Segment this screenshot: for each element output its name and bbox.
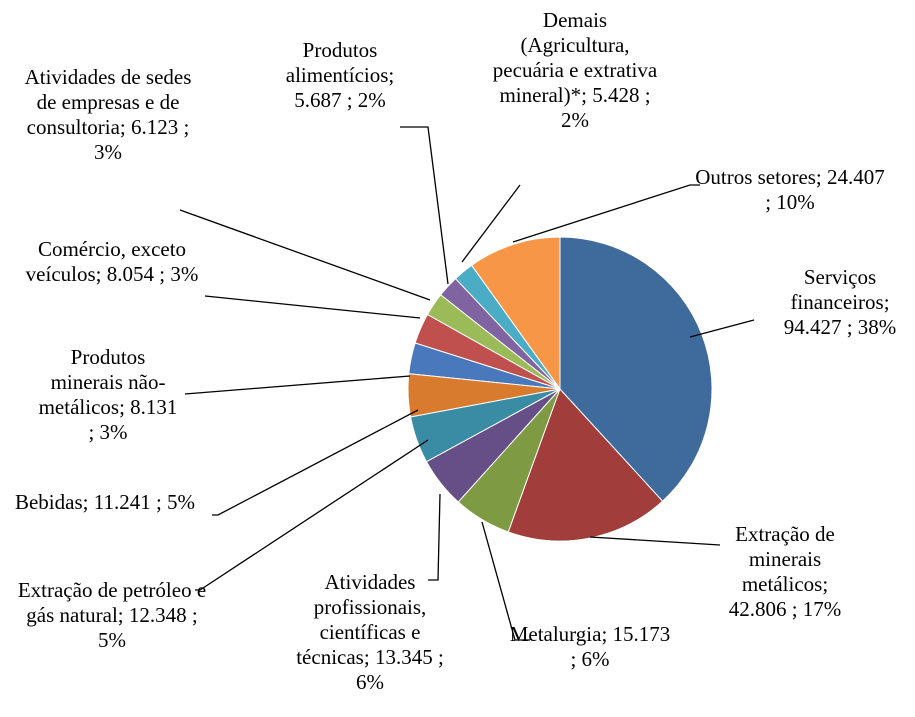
data-label: Extração de petróleo e gás natural; 12.3…	[17, 578, 207, 653]
value-label: 5.428 ; 2%	[561, 83, 651, 132]
category-label: Serviços financeiros;	[790, 265, 890, 314]
leader-line	[461, 184, 521, 263]
data-label: Atividades profissionais, científicas e …	[295, 570, 445, 695]
leader-line	[179, 209, 431, 301]
value-label: 94.427 ; 38%	[783, 315, 897, 339]
category-label: Metalurgia;	[509, 622, 608, 646]
data-label: Atividades de sedes de empresas e de con…	[23, 65, 193, 165]
category-label: Produtos alimentícios;	[285, 38, 395, 87]
value-label: 42.806 ; 17%	[728, 597, 842, 621]
value-label: 8.131 ; 3%	[88, 395, 178, 444]
value-label: 24.407 ; 10%	[765, 165, 885, 214]
leader-lines	[179, 126, 755, 641]
category-label: Demais (Agricultura, pecuária e extrativ…	[492, 8, 658, 107]
data-label: Outros setores; 24.407 ; 10%	[690, 165, 890, 215]
pie-slice	[507, 388, 664, 542]
value-label: 13.345 ; 6%	[356, 645, 444, 694]
value-label: 11.241 ; 5%	[93, 490, 196, 514]
category-label: Extração de petróleo e gás natural;	[17, 578, 207, 627]
data-label: Metalurgia; 15.173 ; 6%	[505, 622, 675, 672]
value-label: 5.687 ; 2%	[294, 88, 386, 112]
data-label: Bebidas; 11.241 ; 5%	[10, 490, 200, 515]
data-label: Produtos alimentícios; 5.687 ; 2%	[265, 38, 415, 113]
category-label: Produtos minerais não-metálicos;	[38, 345, 166, 419]
category-label: Comércio, exceto veículos;	[25, 237, 187, 286]
leader-line	[212, 409, 419, 516]
category-label: Atividades de sedes de empresas e de con…	[24, 65, 192, 139]
data-label: Produtos minerais não-metálicos; 8.131 ;…	[38, 345, 178, 445]
leader-line	[589, 536, 721, 546]
data-label: Extração de minerais metálicos; 42.806 ;…	[715, 522, 855, 622]
value-label: 15.173 ; 6%	[570, 622, 671, 671]
data-label: Serviços financeiros; 94.427 ; 38%	[765, 265, 915, 340]
leader-line	[689, 319, 755, 338]
leader-line	[195, 439, 429, 591]
data-label: Demais (Agricultura, pecuária e extrativ…	[490, 8, 660, 133]
leader-line	[204, 295, 421, 319]
data-label: Comércio, exceto veículos; 8.054 ; 3%	[12, 237, 212, 287]
leader-line	[428, 493, 441, 581]
category-label: Outros setores;	[695, 165, 822, 189]
pie-slice	[470, 236, 561, 391]
category-label: Extração de minerais metálicos;	[735, 522, 835, 596]
value-label: 12.348 ; 5%	[98, 603, 198, 652]
value-label: 6.123 ; 3%	[94, 115, 190, 164]
category-label: Bebidas;	[14, 490, 89, 514]
value-label: 8.054 ; 3%	[106, 262, 199, 286]
leader-line	[400, 126, 449, 285]
leader-line	[481, 521, 530, 641]
category-label: Atividades profissionais, científicas e …	[296, 570, 427, 669]
leader-line	[512, 184, 700, 243]
leader-line	[184, 375, 411, 395]
